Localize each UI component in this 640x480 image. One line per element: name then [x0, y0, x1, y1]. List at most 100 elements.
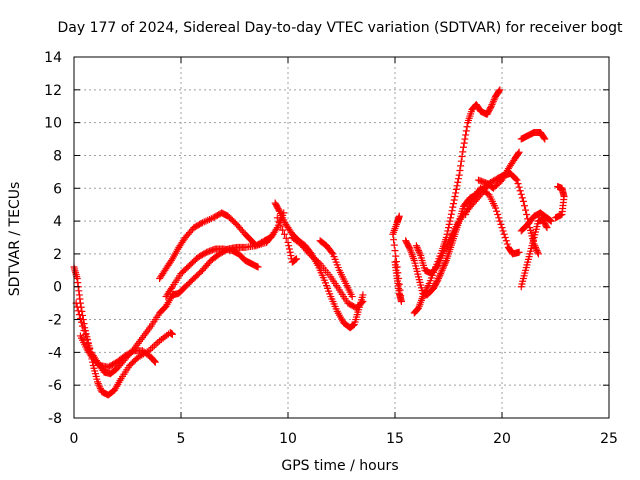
data-point [275, 206, 283, 214]
y-tick-label: -4 [48, 345, 62, 361]
data-point [444, 227, 452, 235]
data-point [522, 206, 530, 214]
data-point [453, 182, 461, 190]
y-tick-label: -8 [48, 411, 62, 427]
data-point [348, 293, 356, 301]
data-point [284, 238, 292, 246]
data-point [495, 214, 503, 222]
data-point [168, 330, 176, 338]
data-point [517, 190, 525, 198]
data-point [448, 207, 456, 215]
data-point [447, 210, 455, 218]
data-point [454, 178, 462, 186]
data-point [282, 234, 290, 242]
data-point [285, 242, 293, 250]
data-point [414, 245, 422, 253]
data-point [502, 237, 510, 245]
data-point [275, 218, 283, 226]
data-point [496, 217, 504, 225]
series-track-10 [389, 212, 405, 305]
data-point [513, 176, 521, 184]
data-point [457, 162, 465, 170]
data-point [436, 271, 444, 279]
series-track-3 [76, 332, 159, 371]
data-point [396, 286, 404, 294]
data-point [442, 258, 450, 266]
series-track-18 [517, 128, 549, 143]
data-point [540, 134, 548, 142]
x-tick-label: 5 [177, 431, 186, 447]
data-point [394, 269, 402, 277]
data-point [443, 230, 451, 238]
series-track-4 [156, 209, 288, 283]
data-point [83, 335, 91, 343]
data-point [490, 96, 498, 104]
data-point [498, 224, 506, 232]
data-point [280, 230, 288, 238]
x-tick-label: 10 [279, 431, 297, 447]
data-point [397, 292, 405, 300]
x-tick-label: 20 [493, 431, 511, 447]
data-point [489, 97, 497, 105]
data-point [515, 248, 523, 256]
data-point [392, 252, 400, 260]
data-point [493, 207, 501, 215]
data-point [74, 307, 82, 315]
data-point [73, 303, 81, 311]
series-track-19 [517, 209, 555, 235]
chart-title: Day 177 of 2024, Sidereal Day-to-day VTE… [57, 20, 623, 36]
data-point [489, 99, 497, 107]
data-point [285, 245, 293, 253]
data-point [439, 265, 447, 273]
data-point [534, 248, 542, 256]
data-point [272, 225, 280, 233]
data-point [413, 243, 421, 251]
data-point [95, 381, 103, 389]
data-point [532, 243, 540, 251]
data-point [287, 252, 295, 260]
data-point [415, 247, 423, 255]
data-point [96, 383, 104, 391]
data-point [75, 311, 83, 319]
data-point [395, 275, 403, 283]
series-track-1 [70, 263, 176, 399]
series-track-15 [474, 148, 523, 192]
data-point [167, 284, 175, 292]
axis-ticks: 0 5 10 15 20 25 -8 -6 -4 -2 0 2 4 6 8 10 12 14 [44, 50, 618, 447]
data-point [518, 194, 526, 202]
data-point [397, 297, 405, 305]
data-point [395, 280, 403, 288]
data-point [454, 175, 462, 183]
data-point [501, 234, 509, 241]
data-point [197, 220, 205, 228]
data-point [457, 157, 465, 165]
series-track-5 [162, 245, 262, 301]
data-point [499, 227, 507, 235]
data-point [462, 131, 470, 139]
data-point [76, 314, 84, 322]
data-point [412, 242, 420, 250]
data-point [445, 220, 453, 228]
data-point [456, 166, 464, 174]
data-point [328, 249, 336, 257]
data-point [150, 357, 158, 365]
data-point [435, 273, 443, 281]
data-point [515, 183, 523, 191]
series-track-14 [462, 184, 523, 258]
series-track-11 [402, 184, 489, 299]
data-point [415, 248, 423, 256]
y-axis-label: SDTVAR / TECUs [7, 182, 23, 297]
data-point [440, 263, 448, 271]
data-point [542, 222, 550, 230]
y-tick-label: 4 [53, 214, 62, 230]
data-point [514, 149, 522, 157]
data-point [459, 148, 467, 156]
data-point [94, 378, 102, 386]
data-point [277, 222, 285, 230]
data-point [523, 211, 531, 219]
data-point [503, 240, 511, 248]
data-point [447, 214, 455, 222]
data-points [70, 86, 568, 399]
y-tick-label: 12 [44, 83, 62, 99]
x-tick-label: 15 [386, 431, 404, 447]
